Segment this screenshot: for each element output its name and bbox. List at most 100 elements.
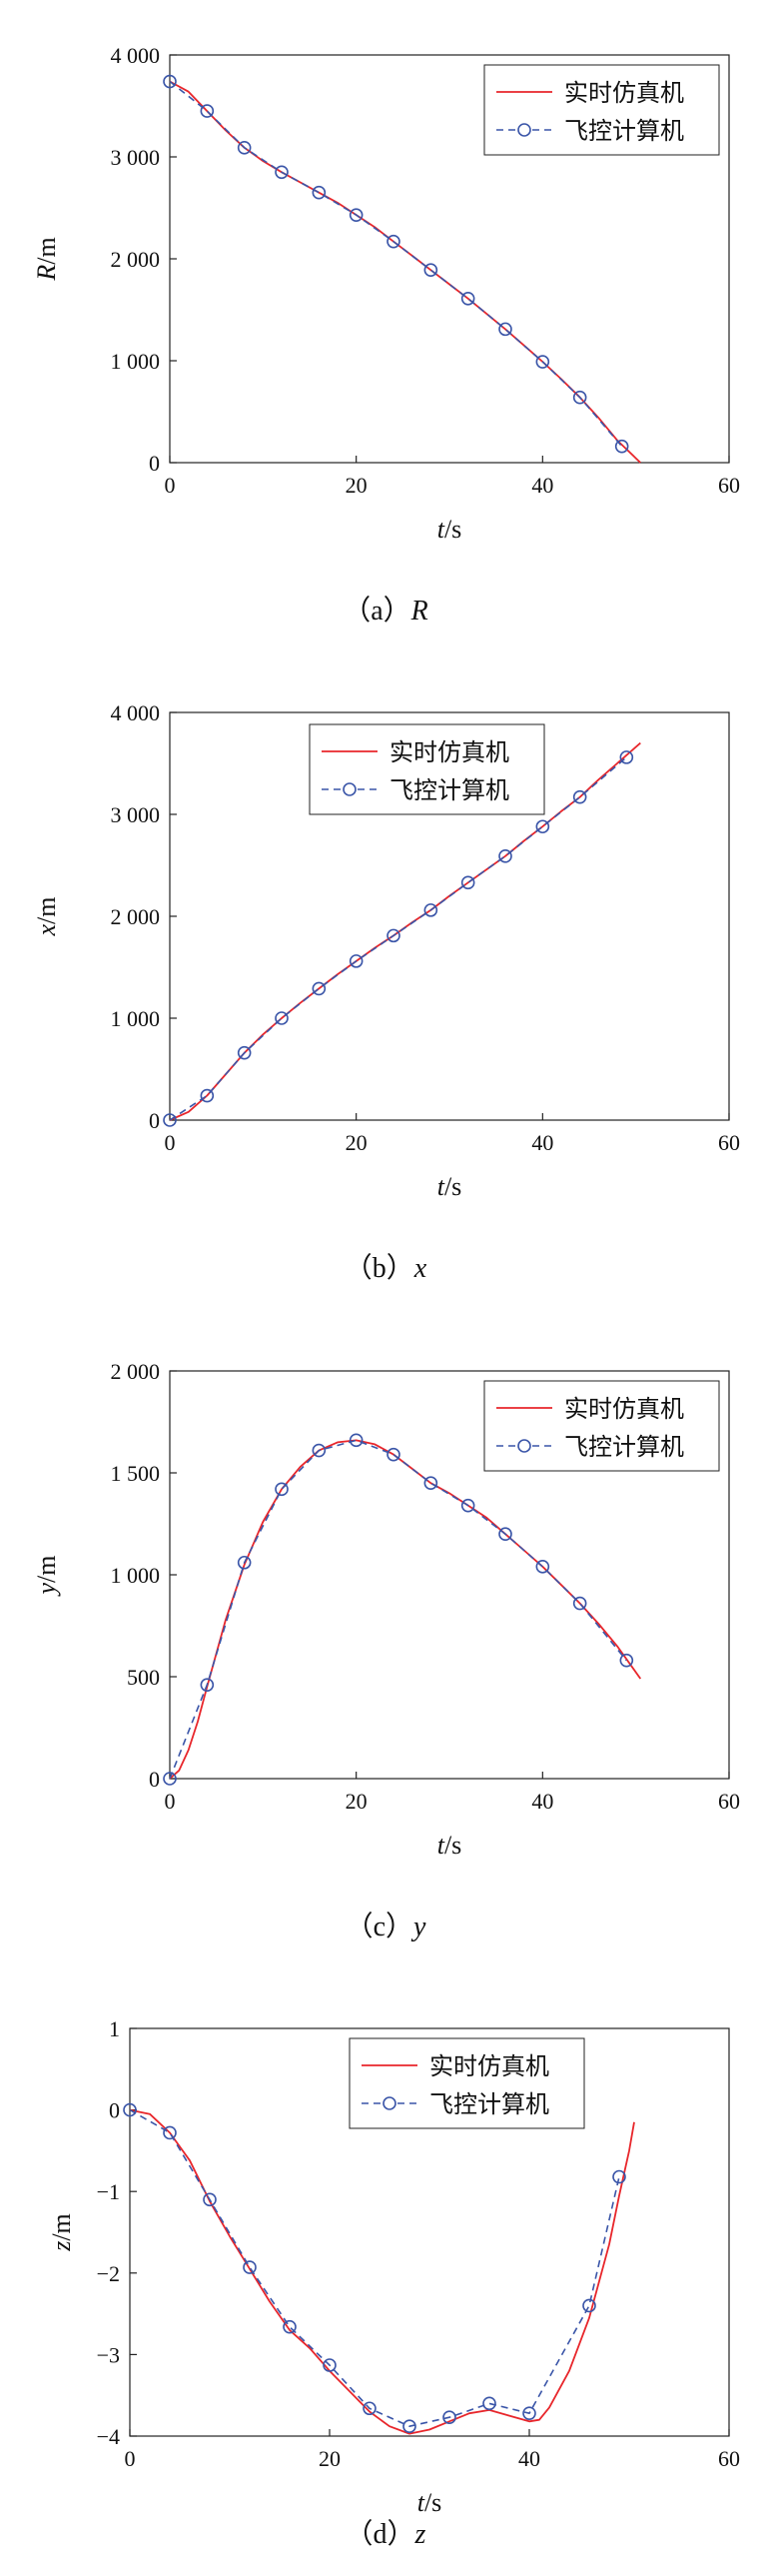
series-point-fc (572, 1596, 587, 1611)
series-point-fc (386, 234, 400, 249)
y-tick-label: −4 (97, 2424, 120, 2449)
series-point-fc (200, 1678, 215, 1692)
x-tick-label: 0 (165, 473, 176, 498)
series-point-fc (442, 2410, 456, 2425)
x-tick-label: 0 (125, 2446, 136, 2471)
series-point-fc (423, 1476, 438, 1490)
y-tick-label: 0 (149, 451, 160, 476)
y-axis-label: y/m (32, 1556, 61, 1598)
y-tick-label: 4 000 (111, 700, 161, 725)
panel-caption: （a）R (343, 595, 428, 627)
series-point-fc (612, 2169, 626, 2184)
y-tick-label: 500 (127, 1665, 160, 1690)
legend-label-sim: 实时仿真机 (564, 1395, 684, 1423)
legend-label-sim: 实时仿真机 (564, 79, 684, 107)
y-tick-label: 2 000 (111, 247, 161, 272)
legend-box (483, 64, 720, 156)
series-point-fc (498, 849, 512, 863)
legend-box (483, 1380, 720, 1472)
x-axis-label: t/s (417, 2488, 442, 2517)
x-tick-label: 60 (718, 473, 740, 498)
x-tick-label: 60 (718, 1130, 740, 1155)
legend-label-fc: 飞控计算机 (389, 776, 509, 804)
x-tick-label: 0 (165, 1789, 176, 1814)
x-axis-label: t/s (437, 1172, 462, 1201)
x-tick-label: 40 (518, 2446, 540, 2471)
series-point-fc (522, 2406, 536, 2420)
x-tick-label: 20 (346, 1130, 368, 1155)
y-tick-label: 1 000 (111, 1006, 161, 1031)
series-point-fc (460, 875, 475, 890)
y-axis-label: R/m (32, 237, 61, 281)
series-point-fc (535, 355, 550, 369)
series-point-fc (572, 789, 587, 804)
legend-label-sim: 实时仿真机 (389, 738, 509, 766)
legend-label-fc: 飞控计算机 (564, 1433, 684, 1461)
series-point-fc (349, 208, 364, 222)
legend-marker-fc (517, 1439, 531, 1453)
series-point-fc (619, 750, 634, 764)
plot-frame (129, 2027, 730, 2437)
series-line-sim (129, 2108, 635, 2435)
series-point-fc (243, 2260, 257, 2274)
series-point-fc (163, 74, 177, 89)
series-point-fc (123, 2102, 137, 2117)
series-point-fc (363, 2401, 377, 2416)
panel-caption: （b）x (345, 1252, 427, 1284)
series-point-fc (275, 1011, 289, 1025)
series-point-fc (275, 165, 289, 180)
series-point-fc (460, 291, 475, 306)
x-axis-label: t/s (437, 1831, 462, 1860)
x-tick-label: 0 (165, 1130, 176, 1155)
series-point-fc (200, 104, 215, 118)
series-point-fc (572, 390, 587, 405)
x-tick-label: 20 (319, 2446, 341, 2471)
series-point-fc (163, 2125, 177, 2140)
panel-caption: （c）y (346, 1911, 426, 1942)
series-line-fc (129, 2108, 620, 2427)
series-point-fc (349, 954, 364, 968)
series-point-fc (498, 1527, 512, 1541)
legend-label-fc: 飞控计算机 (564, 117, 684, 145)
x-tick-label: 60 (718, 1789, 740, 1814)
y-tick-label: 1 (109, 2016, 120, 2041)
x-tick-label: 40 (531, 1789, 553, 1814)
series-point-fc (402, 2419, 416, 2434)
y-tick-label: −3 (97, 2342, 120, 2367)
series-point-fc (200, 1088, 215, 1103)
y-tick-label: 2 000 (111, 904, 161, 929)
y-tick-label: −1 (97, 2179, 120, 2204)
series-point-fc (386, 1447, 400, 1462)
series-point-fc (163, 1113, 177, 1127)
series-point-fc (386, 928, 400, 943)
series-point-fc (482, 2396, 496, 2411)
series-point-fc (312, 185, 327, 200)
x-tick-label: 40 (531, 473, 553, 498)
y-tick-label: 0 (109, 2098, 120, 2123)
y-tick-label: −2 (97, 2261, 120, 2286)
series-point-fc (498, 322, 512, 337)
series-line-fc (169, 756, 627, 1121)
legend-marker-fc (517, 123, 531, 137)
series-point-fc (423, 263, 438, 278)
series-point-fc (163, 1772, 177, 1786)
series-point-fc (614, 439, 629, 454)
legend-marker-fc (383, 2096, 396, 2110)
series-point-fc (312, 981, 327, 996)
panel-caption: （d）z (346, 2518, 426, 2550)
series-point-fc (283, 2319, 297, 2334)
series-point-fc (275, 1482, 289, 1497)
series-point-fc (237, 1555, 252, 1570)
chart-panel-x: 0 20 40 60 0 1 000 2 000 3 000 4 000 t/s x/m 实时仿真机飞… (32, 700, 740, 1284)
y-tick-label: 0 (149, 1108, 160, 1133)
series-point-fc (535, 819, 550, 834)
series-point-fc (237, 1045, 252, 1060)
series-line-fc (169, 80, 623, 448)
legend-marker-fc (343, 782, 357, 796)
